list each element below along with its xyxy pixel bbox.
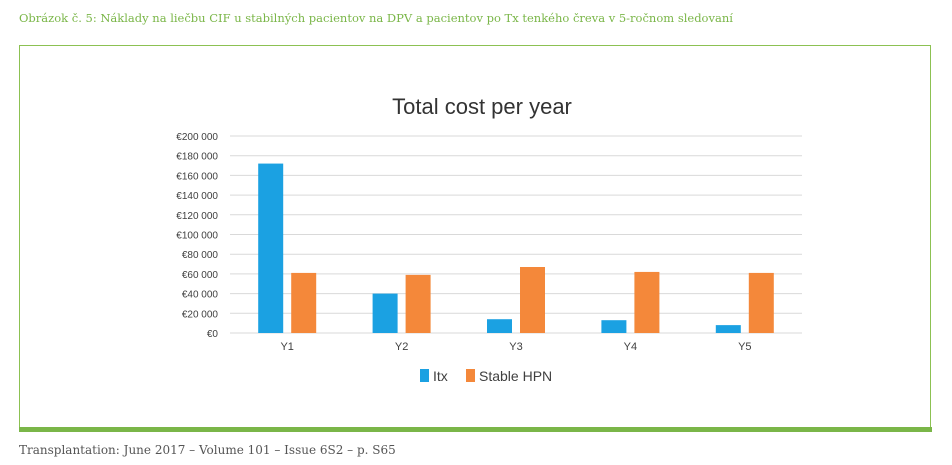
bar-stable-hpn-y2 — [405, 274, 431, 333]
bar-itx-y4 — [601, 320, 627, 333]
x-axis-ticks: Y1 Y2 Y3 Y4 Y5 — [280, 341, 751, 353]
y-tick-label: €160 000 — [176, 171, 218, 182]
legend-label-itx: Itx — [433, 368, 448, 384]
x-tick-label: Y2 — [395, 341, 408, 353]
gridlines — [230, 135, 802, 334]
bottom-accent-bar — [19, 427, 932, 432]
bar-itx-y1 — [258, 163, 284, 333]
y-tick-label: €200 000 — [176, 132, 218, 143]
bar-itx-y5 — [715, 325, 741, 333]
legend-swatch-itx — [420, 369, 429, 382]
bar-itx-y2 — [372, 293, 398, 333]
bar-itx-y3 — [487, 319, 512, 333]
x-tick-label: Y1 — [280, 341, 293, 353]
y-tick-label: €140 000 — [176, 191, 218, 202]
y-tick-label: €180 000 — [176, 152, 218, 163]
y-tick-label: €100 000 — [176, 231, 218, 242]
y-tick-label: €0 — [207, 329, 219, 340]
x-tick-label: Y3 — [509, 341, 522, 353]
bar-stable-hpn-y5 — [748, 272, 774, 333]
x-tick-label: Y4 — [624, 341, 637, 353]
chart-frame: Total cost per year €0 €20 000 €40 000 €60 … — [19, 45, 931, 429]
bar-stable-hpn-y1 — [291, 272, 317, 333]
bar-chart: Total cost per year €0 €20 000 €40 000 €60 … — [176, 94, 802, 384]
y-tick-label: €120 000 — [176, 211, 218, 222]
bar-stable-hpn-y3 — [520, 267, 545, 333]
source-citation: Transplantation: June 2017 – Volume 101 … — [19, 443, 396, 457]
x-tick-label: Y5 — [738, 341, 751, 353]
y-tick-label: €40 000 — [182, 290, 219, 301]
legend-label-stable-hpn: Stable HPN — [479, 368, 552, 384]
y-tick-label: €20 000 — [182, 309, 219, 320]
y-axis-ticks: €0 €20 000 €40 000 €60 000 €80 000 €100 000 €1… — [176, 132, 218, 340]
figure-caption: Obrázok č. 5: Náklady na liečbu CIF u st… — [19, 11, 733, 25]
bar-stable-hpn-y4 — [634, 271, 660, 333]
y-tick-label: €60 000 — [182, 270, 219, 281]
chart-title: Total cost per year — [392, 94, 572, 119]
bars — [258, 163, 774, 333]
legend: Itx Stable HPN — [420, 368, 552, 384]
legend-swatch-stable-hpn — [466, 369, 475, 382]
y-tick-label: €80 000 — [182, 250, 219, 261]
